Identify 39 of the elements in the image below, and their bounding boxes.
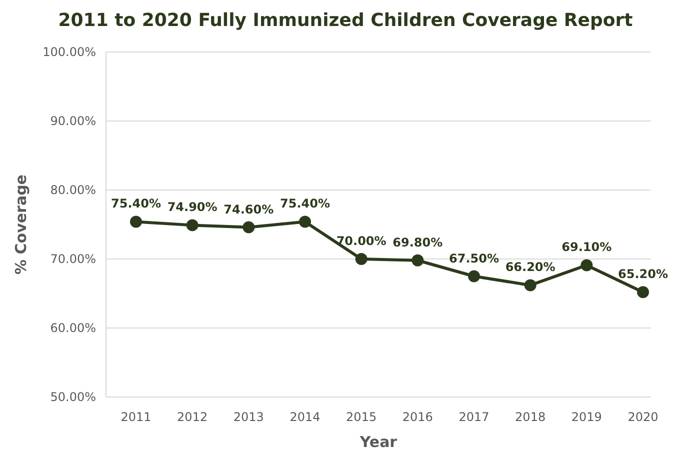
- data-label: 75.40%: [280, 196, 330, 211]
- point: [186, 219, 198, 232]
- x-tick-label: 2019: [571, 410, 602, 424]
- data-label: 69.10%: [562, 240, 612, 254]
- x-tick-label: 2013: [233, 410, 264, 424]
- data-label: 66.20%: [505, 260, 556, 274]
- x-tick-label: 2015: [346, 410, 377, 424]
- data-label: 74.90%: [167, 200, 218, 214]
- x-tick-label: 2018: [515, 410, 546, 424]
- y-axis-title: % Coverage: [12, 174, 30, 274]
- data-label: 75.40%: [111, 196, 161, 211]
- x-tick-label: 2017: [458, 410, 490, 424]
- x-axis-title: Year: [358, 433, 398, 451]
- data-label: 70.00%: [336, 234, 386, 248]
- data-label: 67.50%: [449, 251, 499, 266]
- x-tick-label: 2016: [402, 410, 433, 424]
- data-label: 65.20%: [618, 267, 668, 282]
- point: [412, 254, 424, 266]
- y-tick-label: 80.00%: [50, 183, 96, 197]
- x-tick-label: 2012: [177, 410, 208, 424]
- y-tick-label: 60.00%: [50, 321, 96, 335]
- point: [524, 279, 536, 292]
- chart-title: 2011 to 2020 Fully Immunized Children Coverage Report: [58, 10, 634, 31]
- data-label: 74.60%: [224, 202, 274, 216]
- x-tick-label: 2011: [120, 410, 152, 424]
- y-tick-label: 50.00%: [50, 390, 96, 404]
- point: [468, 270, 480, 282]
- point: [299, 216, 311, 228]
- point: [637, 286, 649, 298]
- y-tick-label: 100.00%: [42, 45, 96, 59]
- data-label: 69.80%: [392, 235, 443, 250]
- y-tick-label: 90.00%: [50, 114, 96, 128]
- x-tick-label: 2020: [628, 410, 658, 424]
- point: [130, 216, 142, 228]
- point: [355, 253, 368, 265]
- point: [242, 221, 255, 234]
- point: [580, 259, 593, 272]
- x-tick-label: 2014: [290, 410, 320, 424]
- y-tick-label: 70.00%: [50, 252, 96, 266]
